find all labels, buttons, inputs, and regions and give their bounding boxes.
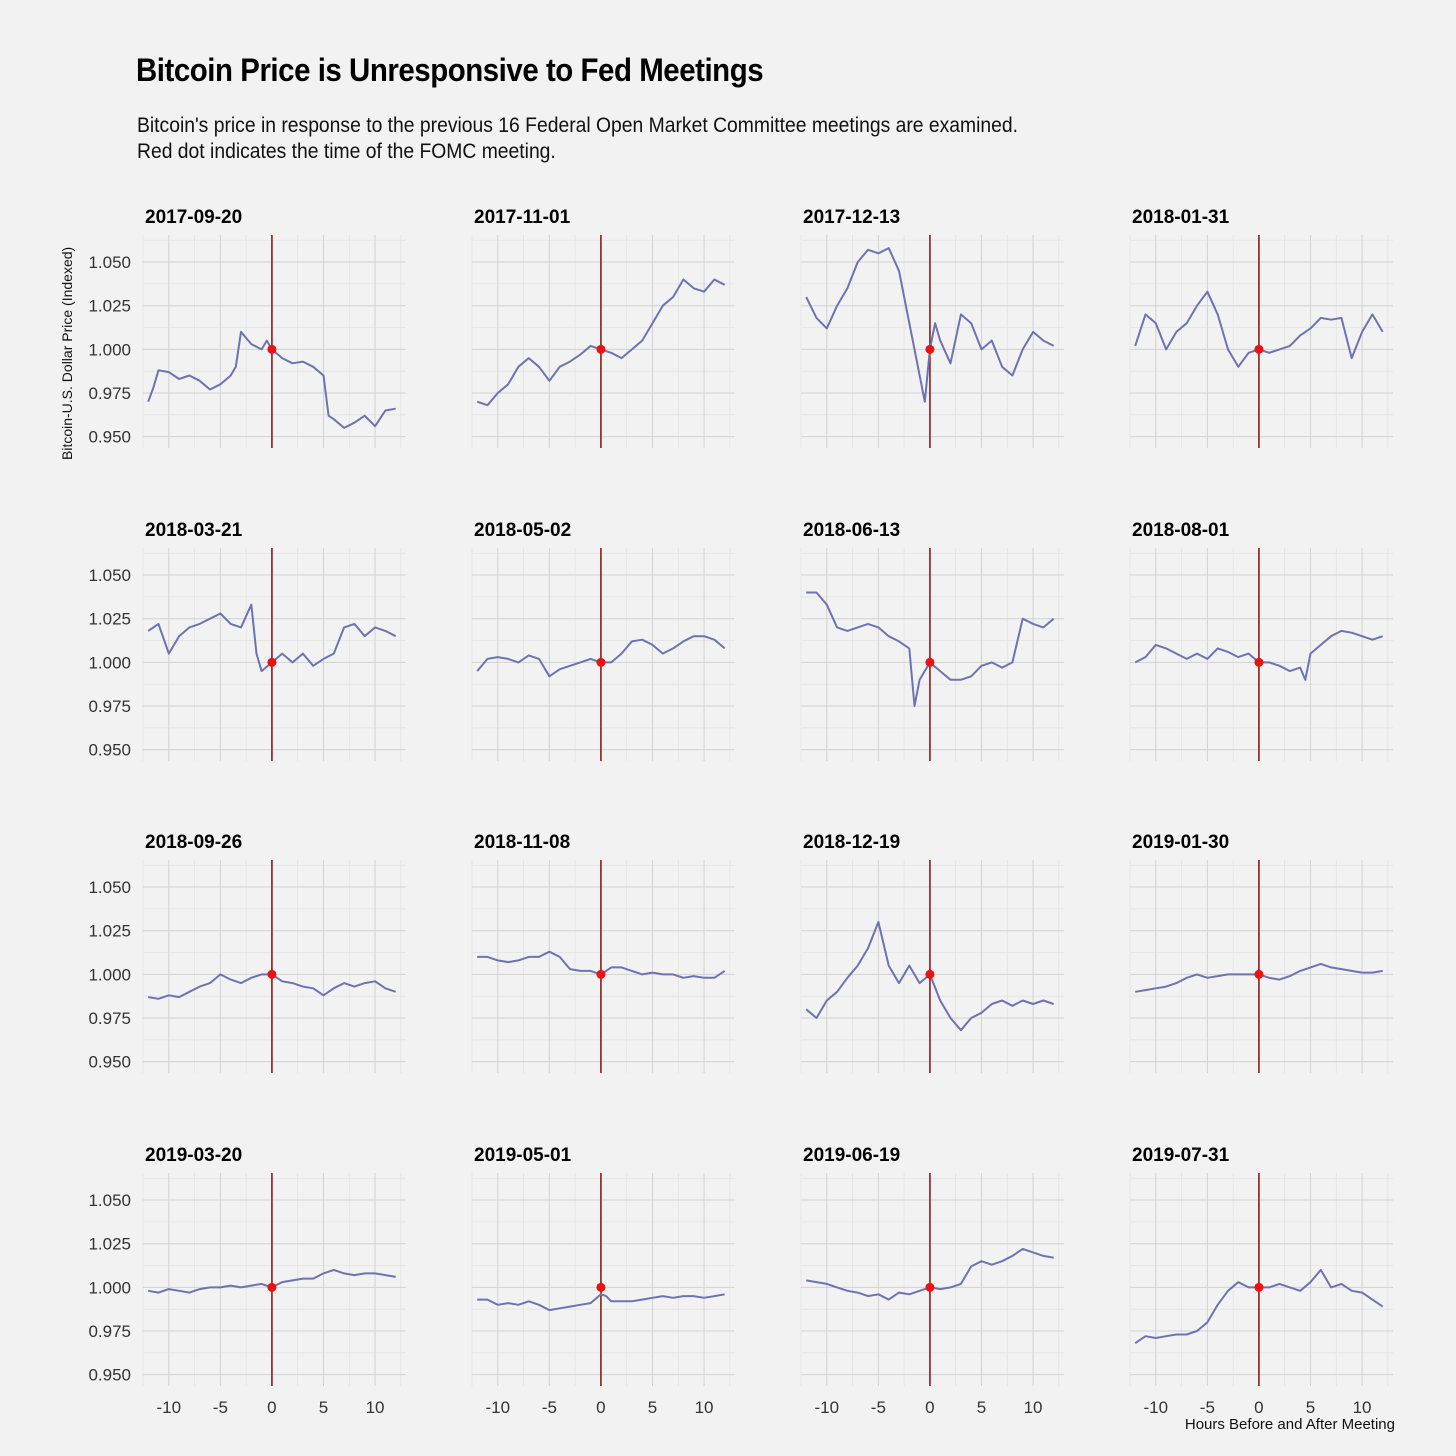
y-tick-label: 1.025 <box>88 610 131 629</box>
meeting-dot <box>267 344 277 354</box>
y-tick-label: 1.025 <box>88 297 131 316</box>
meeting-dot <box>925 344 935 354</box>
facet-title: 2018-11-08 <box>474 832 570 853</box>
meeting-dot <box>596 344 606 354</box>
chart-title: Bitcoin Price is Unresponsive to Fed Mee… <box>136 52 764 88</box>
price-series-line <box>1134 629 1384 681</box>
chart-subtitle-line-2: Red dot indicates the time of the FOMC m… <box>137 140 556 163</box>
y-tick-label: 0.975 <box>88 384 131 403</box>
meeting-dot <box>1254 1282 1264 1292</box>
chart-subtitle-line-1: Bitcoin's price in response to the previ… <box>137 114 1019 137</box>
x-axis-label: Hours Before and After Meeting <box>1184 1416 1395 1433</box>
facet-title: 2018-03-21 <box>145 520 243 541</box>
y-tick-label: 1.000 <box>88 340 131 359</box>
x-tick-label: -5 <box>542 1398 557 1417</box>
y-tick-label: 1.000 <box>88 965 131 984</box>
x-tick-label: 10 <box>1024 1398 1043 1417</box>
x-tick-label: 10 <box>1353 1398 1372 1417</box>
x-tick-label: 5 <box>319 1398 328 1417</box>
x-tick-label: 5 <box>1306 1398 1315 1417</box>
facet-panel-2018-05-02: 2018-05-02 <box>471 520 735 761</box>
meeting-dot <box>267 657 277 667</box>
facet-panel-2019-05-01: 2019-05-01 -10 -5 0 5 10 <box>471 1145 735 1417</box>
facet-title: 2019-07-31 <box>1132 1145 1230 1166</box>
y-tick-label: 0.950 <box>88 428 131 447</box>
facet-title: 2018-09-26 <box>145 832 242 853</box>
y-tick-label: 0.950 <box>88 741 131 760</box>
meeting-dot <box>267 969 277 979</box>
y-tick-label: 0.950 <box>88 1366 131 1385</box>
x-tick-label: -5 <box>1200 1398 1215 1417</box>
facet-panel-2018-08-01: 2018-08-01 <box>1129 520 1393 761</box>
meeting-dot <box>925 969 935 979</box>
facet-title: 2019-05-01 <box>474 1145 572 1166</box>
x-tick-label: 0 <box>1254 1398 1263 1417</box>
facet-panel-2019-03-20: 2019-03-20 0.950 0.975 1.000 1.025 1.050 -10 -5… <box>88 1145 406 1417</box>
facet-title: 2018-05-02 <box>474 520 571 541</box>
meeting-dot <box>925 1282 935 1292</box>
x-tick-label: 5 <box>977 1398 986 1417</box>
y-tick-label: 1.000 <box>88 1278 131 1297</box>
y-tick-label: 0.950 <box>88 1053 131 1072</box>
price-series-line <box>806 591 1055 707</box>
y-tick-label: 1.050 <box>88 1191 131 1210</box>
y-tick-label: 0.975 <box>88 1009 131 1028</box>
y-tick-label: 0.975 <box>88 697 131 716</box>
facet-panel-2018-06-13: 2018-06-13 <box>800 520 1064 761</box>
y-tick-label: 1.050 <box>88 878 131 897</box>
facet-panel-2019-06-19: 2019-06-19 -10 -5 0 5 10 <box>800 1145 1064 1417</box>
facet-panel-2019-07-31: 2019-07-31 -10 -5 0 5 10 <box>1129 1145 1393 1417</box>
meeting-dot <box>596 969 606 979</box>
facet-panel-2017-12-13: 2017-12-13 <box>800 207 1064 448</box>
y-tick-label: 1.025 <box>88 1235 131 1254</box>
x-tick-label: -5 <box>213 1398 228 1417</box>
x-tick-label: 10 <box>366 1398 385 1417</box>
facet-panel-2018-12-19: 2018-12-19 <box>800 832 1064 1073</box>
x-tick-label: 0 <box>267 1398 276 1417</box>
facet-title: 2019-06-19 <box>803 1145 900 1166</box>
facet-panel-2018-09-26: 2018-09-26 0.950 0.975 1.000 1.025 1.050 <box>88 832 406 1073</box>
facet-title: 2017-11-01 <box>474 207 571 228</box>
meeting-dot <box>267 1282 277 1292</box>
meeting-dot <box>1254 969 1264 979</box>
x-tick-label: 0 <box>596 1398 605 1417</box>
price-series-line <box>477 1293 725 1312</box>
meeting-dot <box>1254 344 1264 354</box>
x-tick-label: -10 <box>156 1398 181 1417</box>
y-tick-label: 1.050 <box>88 253 131 272</box>
x-tick-label: -10 <box>1143 1398 1168 1417</box>
facet-title: 2018-01-31 <box>1132 207 1230 228</box>
meeting-dot <box>596 657 606 667</box>
facet-panel-2017-11-01: 2017-11-01 <box>471 207 735 448</box>
facet-title: 2019-03-20 <box>145 1145 242 1166</box>
y-tick-label: 1.050 <box>88 566 131 585</box>
y-tick-label: 0.975 <box>88 1322 131 1341</box>
price-series-line <box>147 330 396 429</box>
x-tick-label: 10 <box>695 1398 714 1417</box>
y-tick-label: 1.025 <box>88 922 131 941</box>
facet-title: 2018-06-13 <box>803 520 900 541</box>
facet-title: 2019-01-30 <box>1132 832 1229 853</box>
facet-title: 2017-09-20 <box>145 207 242 228</box>
facet-panel-2019-01-30: 2019-01-30 <box>1129 832 1393 1073</box>
x-tick-label: 5 <box>648 1398 657 1417</box>
meeting-dot <box>925 657 935 667</box>
meeting-dot <box>1254 657 1264 667</box>
facet-panel-2018-01-31: 2018-01-31 <box>1129 207 1393 448</box>
facet-panel-2017-09-20: 2017-09-20 0.950 0.975 1.000 1.025 1.050 <box>88 207 406 448</box>
x-tick-label: -5 <box>871 1398 886 1417</box>
facet-title: 2018-12-19 <box>803 832 900 853</box>
x-tick-label: -10 <box>485 1398 510 1417</box>
facet-panel-2018-11-08: 2018-11-08 <box>471 832 735 1073</box>
x-tick-label: 0 <box>925 1398 934 1417</box>
facet-panel-2018-03-21: 2018-03-21 0.950 0.975 1.000 1.025 1.050 <box>88 520 406 761</box>
meeting-dot <box>596 1282 606 1292</box>
facet-title: 2017-12-13 <box>803 207 900 228</box>
price-series-line <box>147 603 397 673</box>
y-tick-label: 1.000 <box>88 653 131 672</box>
facet-title: 2018-08-01 <box>1132 520 1230 541</box>
x-tick-label: -10 <box>814 1398 839 1417</box>
